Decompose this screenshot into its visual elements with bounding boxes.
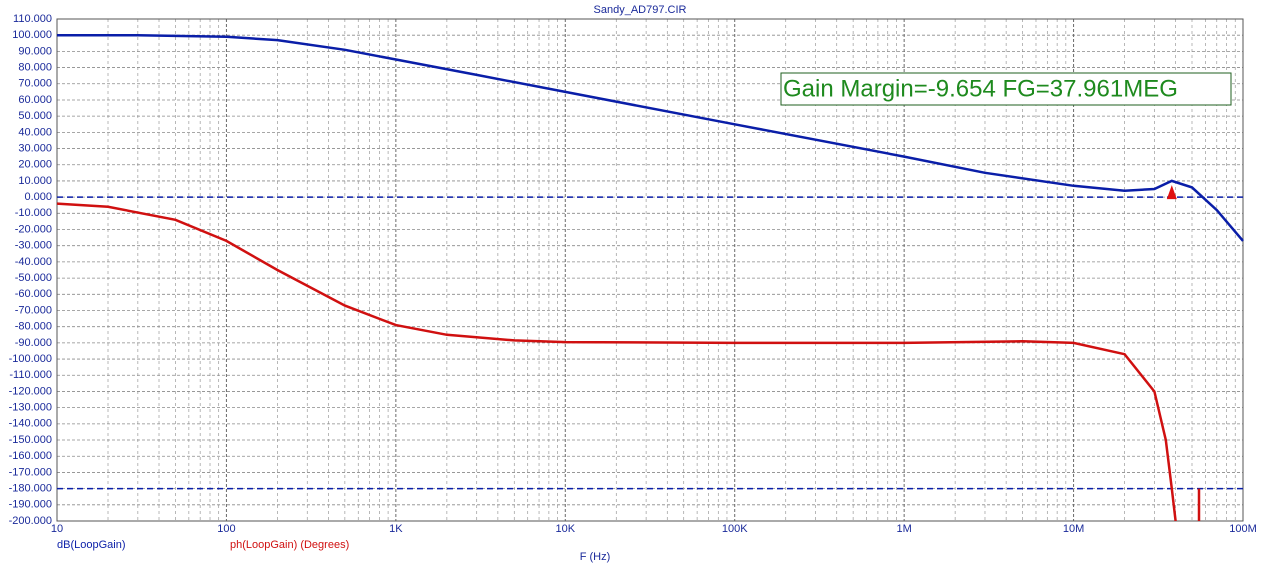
y-tick-label: -170.000	[9, 466, 52, 478]
x-tick-label: 10M	[1063, 523, 1084, 535]
legend-label: ph(LoopGain) (Degrees)	[230, 539, 349, 551]
series-line	[57, 33, 1244, 242]
y-tick-label: -20.000	[15, 223, 52, 235]
y-tick-label: -60.000	[15, 288, 52, 300]
y-tick-label: -80.000	[15, 321, 52, 333]
x-tick-label: 1K	[389, 523, 403, 535]
y-tick-label: -110.000	[9, 369, 52, 381]
y-tick-label: 0.000	[24, 191, 52, 203]
y-tick-label: -30.000	[15, 240, 52, 252]
y-tick-label: 100.000	[12, 29, 52, 41]
y-tick-label: 70.000	[18, 78, 52, 90]
y-tick-label: -150.000	[9, 434, 52, 446]
x-axis-label: F (Hz)	[580, 551, 611, 563]
y-tick-label: 20.000	[18, 159, 52, 171]
y-tick-label: 60.000	[18, 94, 52, 106]
y-tick-label: -100.000	[9, 353, 52, 365]
chart-title: Sandy_AD797.CIR	[594, 4, 687, 16]
y-tick-label: -140.000	[9, 418, 52, 430]
y-tick-label: -50.000	[15, 272, 52, 284]
y-tick-label: 90.000	[18, 45, 52, 57]
y-tick-label: -180.000	[9, 483, 52, 495]
annotation-box	[780, 72, 1232, 106]
y-tick-label: -40.000	[15, 256, 52, 268]
y-tick-label: -130.000	[9, 402, 52, 414]
y-tick-label: -160.000	[9, 450, 52, 462]
x-tick-label: 100M	[1229, 523, 1257, 535]
y-tick-label: 40.000	[18, 126, 52, 138]
x-tick-label: 1M	[897, 523, 912, 535]
y-tick-label: 30.000	[18, 142, 52, 154]
plot-frame	[56, 18, 1244, 522]
y-tick-label: 10.000	[18, 175, 52, 187]
x-tick-label: 10K	[555, 523, 575, 535]
legend-label: dB(LoopGain)	[57, 539, 126, 551]
y-tick-label: 80.000	[18, 61, 52, 73]
y-tick-label: -190.000	[9, 499, 52, 511]
marker	[1166, 185, 1177, 200]
y-tick-label: 110.000	[13, 13, 52, 25]
y-tick-label: -120.000	[9, 385, 52, 397]
annotation: Gain Margin=-9.654 FG=37.961MEG	[783, 75, 1178, 102]
y-tick-label: 50.000	[18, 110, 52, 122]
y-tick-label: -70.000	[15, 304, 52, 316]
x-tick-label: 100	[217, 523, 235, 535]
x-tick-label: 100K	[722, 523, 748, 535]
y-tick-label: -200.000	[9, 515, 52, 527]
series-line	[56, 202, 1201, 522]
y-tick-label: -90.000	[15, 337, 52, 349]
x-tick-label: 10	[51, 523, 63, 535]
y-tick-label: -10.000	[15, 207, 52, 219]
